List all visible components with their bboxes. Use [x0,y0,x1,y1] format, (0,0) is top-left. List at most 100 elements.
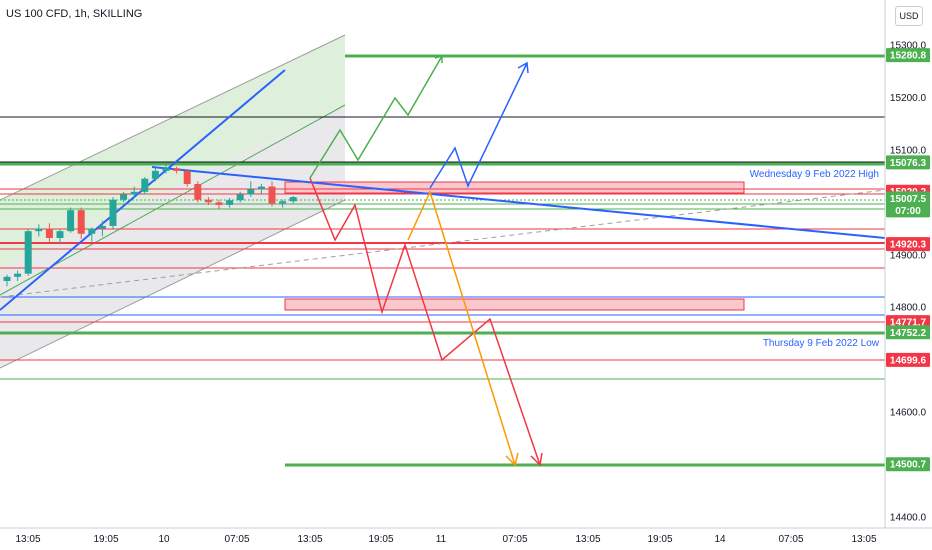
candle [120,191,128,203]
candle-body [3,276,11,281]
candle-body [98,225,106,229]
candle-body [56,231,64,238]
candle [289,196,297,204]
time-axis[interactable] [0,528,932,550]
annotation-wednesday-high: Wednesday 9 Feb 2022 High [750,169,879,180]
x-tick-label: 11 [436,534,447,545]
price-tag-label: 15280.8 [890,51,927,62]
x-tick-label: 07:05 [502,534,527,545]
candle-body [226,200,234,205]
candle-body [183,170,191,184]
candle-body [45,228,53,238]
y-tick-label: 14600.0 [890,408,927,419]
candle [67,207,75,233]
candle [268,181,276,207]
ascending-channel-lower-fill [0,105,345,368]
candle [35,224,43,237]
resistance-zone[interactable] [284,181,745,194]
candle [130,186,138,198]
blue-projection-path [429,62,528,189]
candle-body [67,210,75,232]
orange-arrowhead [505,452,519,467]
candle [236,191,244,203]
support-zone[interactable] [284,298,745,311]
orange-projection-path [407,189,516,466]
candle [24,228,32,276]
candle-body [257,186,265,190]
candle [88,227,96,242]
red-projection-path [309,177,541,466]
price-tag: 15280.8 [886,48,930,63]
x-tick-label: 13:05 [15,534,40,545]
x-tick-label: 13:05 [575,534,600,545]
candle-body [194,183,202,200]
price-tag: 14752.2 [886,325,930,340]
candle [226,198,234,208]
candle [98,220,106,237]
price-axis[interactable] [885,0,932,528]
y-tick-label: 14400.0 [890,513,927,524]
price-tag-bg [886,457,930,472]
candle [257,183,265,195]
candle-body [35,228,43,232]
candle [162,163,170,174]
candle [247,181,255,198]
price-tag-sublabel: 07:00 [895,206,921,217]
y-tick-label: 14800.0 [890,303,927,314]
price-tag-label: 14920.3 [890,240,927,251]
channel-lower-line [0,199,346,369]
candle [56,229,64,245]
x-tick-label: 19:05 [93,534,118,545]
ascending-channel-upper-fill [0,35,345,270]
candle-body [204,199,212,203]
y-tick-labels: 15300.0 15200.0 15100.0 14900.0 14800.0 14600… [890,41,927,524]
red-arrowhead [530,452,543,467]
candle [151,168,159,182]
x-tick-label: 13:05 [851,534,876,545]
candle-body [14,273,22,277]
candle [14,270,22,281]
candle-body [120,194,128,200]
candle-body [88,228,96,234]
y-tick-label: 15200.0 [890,93,927,104]
green-projection-path [309,55,443,179]
price-tag-label: 14771.7 [890,318,927,329]
blue-arrowhead [517,61,529,74]
candle [45,223,53,242]
price-tag: 15007.507:00 [886,191,930,218]
candle-body [130,191,138,195]
candle-body [162,168,170,171]
x-tick-label: 13:05 [297,534,322,545]
candle [194,181,202,203]
candle [215,199,223,209]
price-tag: 14920.3 [886,237,930,252]
y-tick-label: 15300.0 [890,41,927,52]
candle-body [141,178,149,192]
y-tick-label: 14900.0 [890,250,927,261]
candle [183,169,191,187]
annotation-thursday-low: Thursday 9 Feb 2022 Low [763,338,880,349]
candle [109,197,117,229]
price-tag-bg [886,155,930,170]
candle-body [151,170,159,179]
price-tag-label: 14699.6 [890,355,927,366]
x-tick-label: 19:05 [368,534,393,545]
x-tick-label: 07:05 [778,534,803,545]
y-tick-label: 15100.0 [890,145,927,156]
candle [279,199,287,208]
candle [204,197,212,205]
candle-body [236,194,244,201]
x-tick-label: 10 [158,534,170,545]
candle-body [173,168,181,171]
candle-body [289,197,297,202]
candle-body [268,186,276,204]
price-tag-bg [886,191,930,218]
gray-dashed-trendline [0,189,886,298]
currency-button[interactable]: USD [895,6,923,26]
price-tag-label: 15007.5 [890,194,927,205]
candle-body [247,189,255,195]
x-tick-label: 14 [714,534,726,545]
x-tick-label: 07:05 [224,534,249,545]
price-tag-label: 15076.3 [890,158,927,169]
